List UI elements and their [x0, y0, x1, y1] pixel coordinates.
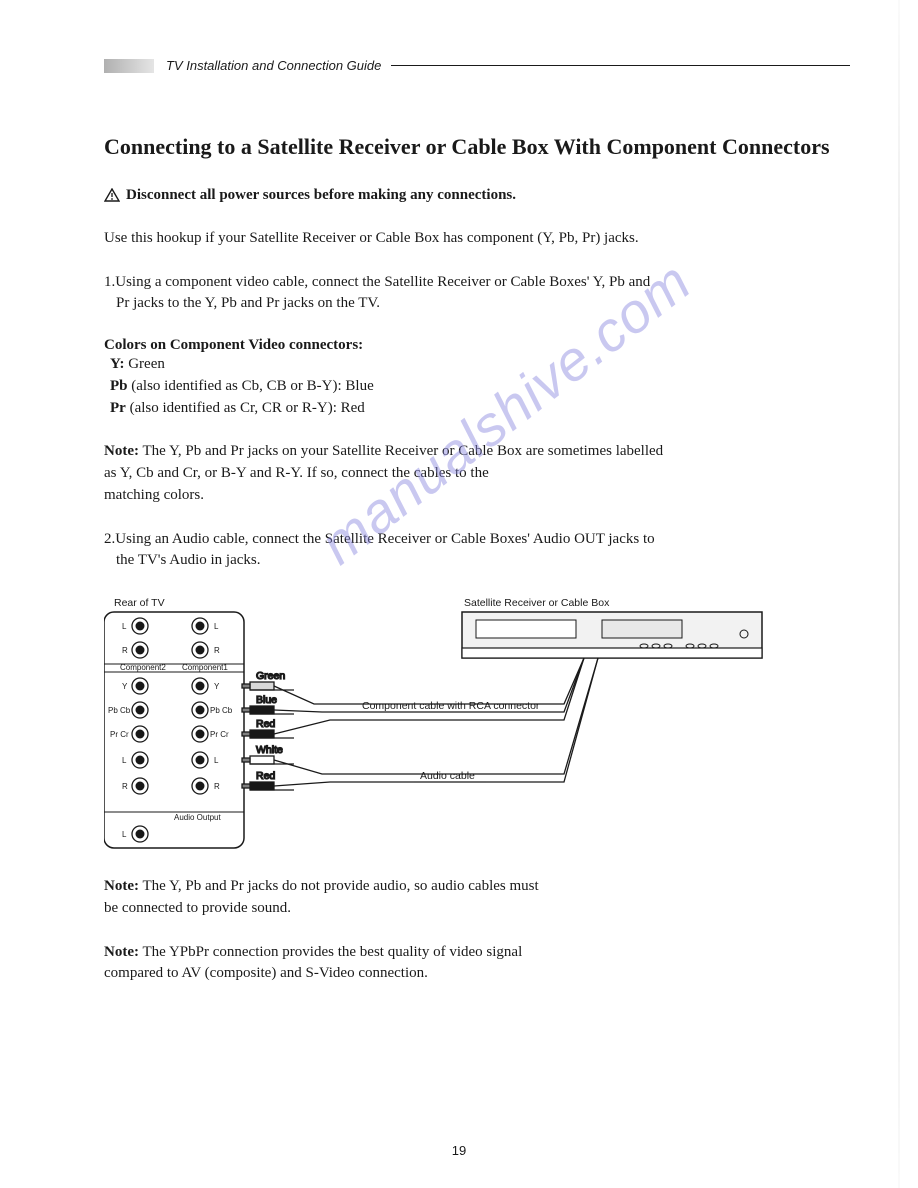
svg-text:L: L — [122, 622, 127, 631]
page-edge-shadow — [898, 0, 900, 1188]
color-pb-value: (also identified as Cb, CB or B-Y): Blue — [128, 378, 374, 394]
note-2-lead: Note: — [104, 878, 139, 894]
note-3: Note: The YPbPr connection provides the … — [104, 942, 850, 986]
svg-text:L: L — [122, 830, 127, 839]
note-1-a: The Y, Pb and Pr jacks on your Satellite… — [139, 443, 663, 459]
color-pr-value: (also identified as Cr, CR or R-Y): Red — [126, 400, 365, 416]
note-3-line-b: compared to AV (composite) and S-Video c… — [104, 963, 850, 985]
warning-icon — [104, 188, 120, 202]
svg-text:R: R — [214, 646, 220, 655]
svg-text:Red: Red — [256, 770, 275, 782]
note-1: Note: The Y, Pb and Pr jacks on your Sat… — [104, 441, 850, 506]
diag-col2: Component1 — [182, 663, 228, 672]
svg-text:Pr Cr: Pr Cr — [210, 730, 229, 739]
diag-box-label: Satellite Receiver or Cable Box — [464, 597, 610, 609]
svg-text:Pb Cb: Pb Cb — [210, 706, 233, 715]
diag-rear-label: Rear of TV — [114, 597, 165, 609]
note-3-lead: Note: — [104, 944, 139, 960]
warning-line: Disconnect all power sources before maki… — [104, 187, 850, 204]
header-rule — [391, 65, 850, 67]
svg-text:L: L — [122, 756, 127, 765]
note-1-line-a: Note: The Y, Pb and Pr jacks on your Sat… — [104, 441, 850, 463]
svg-text:Pr Cr: Pr Cr — [110, 730, 129, 739]
page-number: 19 — [0, 1143, 918, 1158]
note-2-line-a: Note: The Y, Pb and Pr jacks do not prov… — [104, 876, 850, 898]
step-2-line-b: the TV's Audio in jacks. — [104, 550, 850, 572]
diag-cables: Green Blue Red White Red — [242, 670, 294, 790]
step-2-line-a: 2.Using an Audio cable, connect the Sate… — [104, 529, 850, 551]
svg-text:Green: Green — [256, 670, 285, 682]
color-legend: Colors on Component Video connectors: Y:… — [104, 337, 850, 419]
colors-heading: Colors on Component Video connectors: — [104, 337, 850, 354]
step-2: 2.Using an Audio cable, connect the Sate… — [104, 529, 850, 573]
svg-text:Y: Y — [122, 682, 128, 691]
header-gradient-block — [104, 59, 154, 73]
svg-text:R: R — [214, 782, 220, 791]
note-1-line-c: matching colors. — [104, 485, 850, 507]
note-3-a: The YPbPr connection provides the best q… — [139, 944, 522, 960]
note-1-line-b: as Y, Cb and Cr, or B-Y and R-Y. If so, … — [104, 463, 850, 485]
diag-audio-cable-label: Audio cable — [420, 770, 475, 782]
color-pb-label: Pb — [110, 378, 128, 394]
page-header: TV Installation and Connection Guide — [104, 58, 850, 73]
warning-text: Disconnect all power sources before maki… — [126, 187, 516, 204]
note-2: Note: The Y, Pb and Pr jacks do not prov… — [104, 876, 850, 920]
connection-diagram: Rear of TV Component2 Component1 L L R R… — [104, 594, 850, 854]
step-1-line-a: 1.Using a component video cable, connect… — [104, 272, 850, 294]
note-3-line-a: Note: The YPbPr connection provides the … — [104, 942, 850, 964]
svg-text:White: White — [256, 744, 283, 756]
svg-text:Blue: Blue — [256, 694, 277, 706]
svg-text:L: L — [214, 756, 219, 765]
intro-paragraph: Use this hookup if your Satellite Receiv… — [104, 228, 850, 250]
svg-text:L: L — [214, 622, 219, 631]
diag-col1: Component2 — [120, 663, 166, 672]
header-title: TV Installation and Connection Guide — [166, 58, 381, 73]
svg-text:Red: Red — [256, 718, 275, 730]
step-1-line-b: Pr jacks to the Y, Pb and Pr jacks on th… — [104, 293, 850, 315]
note-2-line-b: be connected to provide sound. — [104, 898, 850, 920]
color-pr: Pr (also identified as Cr, CR or R-Y): R… — [104, 398, 850, 420]
color-pr-label: Pr — [110, 400, 126, 416]
svg-text:Pb Cb: Pb Cb — [108, 706, 131, 715]
svg-text:Audio Output: Audio Output — [174, 813, 221, 822]
svg-text:Y: Y — [214, 682, 220, 691]
step-1: 1.Using a component video cable, connect… — [104, 272, 850, 316]
color-y: Y: Green — [104, 354, 850, 376]
diag-comp-cable-label: Component cable with RCA connector — [362, 700, 540, 712]
note-1-lead: Note: — [104, 443, 139, 459]
page-title: Connecting to a Satellite Receiver or Ca… — [104, 131, 850, 163]
svg-text:R: R — [122, 646, 128, 655]
color-y-label: Y: — [110, 356, 124, 372]
color-pb: Pb (also identified as Cb, CB or B-Y): B… — [104, 376, 850, 398]
color-y-value: Green — [124, 356, 164, 372]
svg-text:R: R — [122, 782, 128, 791]
note-2-a: The Y, Pb and Pr jacks do not provide au… — [139, 878, 539, 894]
